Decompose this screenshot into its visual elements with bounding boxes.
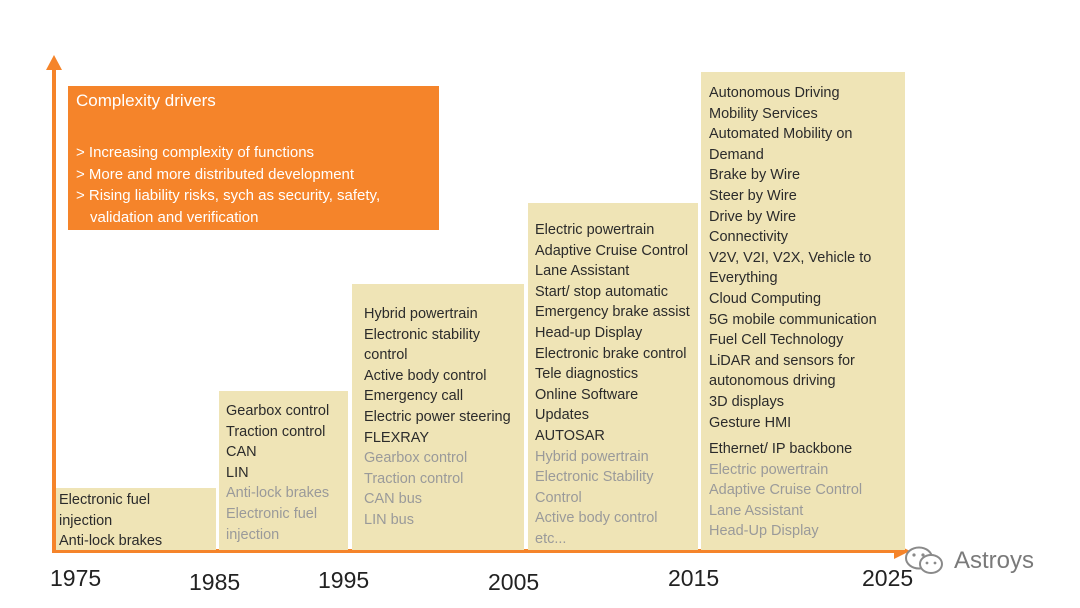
feature-item: Lane Assistant (535, 263, 630, 280)
feature-item: Drive by Wire (709, 208, 797, 225)
feature-item: Emergency brake assist (535, 304, 690, 321)
feature-item: Gearbox control (226, 403, 330, 419)
feature-item: Electric power steering (364, 408, 511, 425)
year-label-2005: 2005 (488, 569, 540, 595)
legacy-feature: CAN bus (364, 491, 423, 508)
period-1985-bar: Gearbox control Traction control CAN LIN Ant… (219, 391, 348, 550)
feature-item: Fuel Cell Technology (709, 332, 844, 349)
legacy-feature: Electronic Stability (535, 469, 654, 486)
feature-item: Electronic fuel (59, 492, 151, 508)
legacy-feature: Electronic fuel (226, 505, 318, 522)
feature-item: LIN (226, 464, 249, 481)
feature-item: LiDAR and sensors for (709, 352, 855, 369)
legacy-feature: etc... (535, 530, 567, 547)
feature-item: Emergency call (364, 388, 464, 405)
driver-item: > More and more distributed development (76, 165, 355, 183)
feature-item: autonomous driving (709, 373, 836, 390)
driver-item: validation and verification (90, 208, 259, 226)
complexity-drivers-box: Complexity drivers > Increasing complexi… (68, 86, 439, 230)
period-2015-bar: Autonomous Driving Mobility Services Autom… (701, 72, 905, 550)
complexity-drivers-title: Complexity drivers (76, 91, 216, 110)
legacy-feature: Head-Up Display (709, 523, 819, 540)
feature-item: Gesture HMI (709, 414, 792, 431)
year-label-1985: 1985 (189, 569, 241, 595)
feature-item: Electronic brake control (535, 345, 687, 362)
feature-item: FLEXRAY (364, 429, 430, 446)
feature-item: injection (59, 512, 113, 529)
wechat-icon (905, 546, 943, 574)
year-label-2025: 2025 (862, 565, 914, 591)
feature-item: Brake by Wire (709, 167, 801, 184)
legacy-feature: Lane Assistant (709, 502, 804, 519)
feature-item: Demand (709, 146, 764, 163)
feature-item: Online Software (535, 386, 639, 403)
feature-item: Start/ stop automatic (535, 283, 668, 300)
legacy-feature: Gearbox control (364, 450, 468, 467)
feature-item: Adaptive Cruise Control (535, 242, 689, 259)
feature-item: AUTOSAR (535, 427, 605, 444)
feature-item: 3D displays (709, 393, 784, 410)
period-1975-bar: Electronic fuel injection Anti-lock brakes (56, 488, 216, 550)
legacy-feature: Adaptive Cruise Control (709, 482, 863, 499)
feature-item: Traction control (226, 423, 326, 440)
driver-item: > Rising liability risks, sych as securi… (76, 187, 381, 204)
feature-item: Electronic stability (364, 326, 481, 343)
feature-item: Anti-lock brakes (59, 533, 163, 550)
watermark-text: Astroys (954, 547, 1035, 574)
feature-item: Cloud Computing (709, 290, 822, 307)
feature-item: Electric powertrain (535, 222, 655, 238)
feature-item: Tele diagnostics (535, 366, 639, 383)
feature-item: Updates (535, 407, 590, 424)
feature-item: Autonomous Driving (709, 85, 840, 101)
y-axis-arrowhead (46, 55, 62, 70)
legacy-feature: Control (535, 489, 582, 506)
legacy-feature: LIN bus (364, 511, 414, 528)
feature-item: Ethernet/ IP backbone (709, 441, 853, 458)
feature-item: Hybrid powertrain (364, 306, 478, 322)
feature-item: Connectivity (709, 229, 788, 246)
legacy-feature: Traction control (364, 470, 464, 487)
feature-item: Mobility Services (709, 105, 818, 122)
year-label-2015: 2015 (668, 565, 720, 591)
feature-item: Head-up Display (535, 324, 643, 341)
legacy-feature: injection (226, 526, 280, 543)
year-label-1975: 1975 (50, 565, 102, 591)
feature-item: Steer by Wire (709, 187, 797, 204)
legacy-feature: Active body control (535, 510, 658, 527)
complexity-drivers-list: > Increasing complexity of functions > M… (76, 142, 380, 228)
legacy-feature: Anti-lock brakes (226, 485, 330, 502)
legacy-feature: Electric powertrain (709, 461, 829, 478)
feature-item: V2V, V2I, V2X, Vehicle to (709, 249, 872, 266)
feature-item: Active body control (364, 367, 487, 384)
feature-item: Everything (709, 270, 778, 287)
year-label-1995: 1995 (318, 567, 370, 593)
watermark: Astroys (902, 544, 1034, 578)
period-2005-bar: Electric powertrain Adaptive Cruise Contr… (528, 203, 698, 550)
feature-item: control (364, 347, 408, 364)
feature-item: Automated Mobility on (709, 126, 853, 143)
feature-item: 5G mobile communication (709, 311, 877, 328)
legacy-feature: Hybrid powertrain (535, 448, 649, 465)
period-1995-bar: Hybrid powertrain Electronic stability con… (352, 284, 524, 550)
feature-item: CAN (226, 444, 257, 461)
driver-item: > Increasing complexity of functions (76, 144, 315, 161)
